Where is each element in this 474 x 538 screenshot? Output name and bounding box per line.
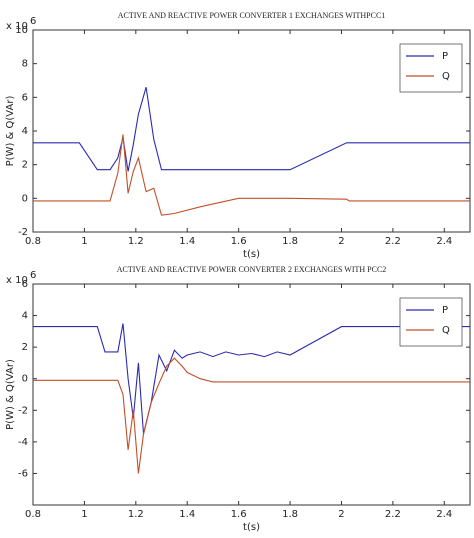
legend-label: P — [442, 305, 448, 316]
x-tick-label: 0.8 — [25, 236, 41, 247]
chart-title: ACTIVE AND REACTIVE POWER CONVERTER 2 EX… — [117, 265, 387, 274]
x-tick-label: 1.4 — [179, 509, 195, 520]
y-tick-label: 4 — [22, 311, 28, 322]
legend-box — [399, 43, 463, 93]
legend-box — [399, 297, 463, 347]
y-axis-label: P(W) & Q(VAr) — [5, 96, 16, 167]
series-line — [33, 357, 470, 474]
x-tick-label: 1.8 — [282, 236, 298, 247]
y-tick-label: 8 — [22, 59, 28, 70]
x-axis-label: t(s) — [243, 522, 260, 533]
y-tick-label: -2 — [18, 227, 28, 238]
x-tick-label: 1.8 — [282, 509, 298, 520]
series-line — [33, 134, 470, 216]
x-tick-label: 1 — [81, 236, 87, 247]
y-multiplier: x 10 — [6, 21, 28, 32]
legend-label: Q — [442, 71, 450, 82]
y-tick-label: 2 — [22, 342, 28, 353]
x-tick-label: 0.8 — [25, 509, 41, 520]
y-tick-label: 10 — [15, 25, 28, 36]
legend-label: P — [442, 51, 448, 62]
y-tick-label: 6 — [22, 279, 28, 290]
series-line — [33, 87, 470, 172]
y-multiplier-exponent: 6 — [30, 270, 36, 281]
x-tick-label: 1.4 — [179, 236, 195, 247]
x-tick-label: 1.6 — [231, 509, 247, 520]
x-tick-label: 2.2 — [385, 509, 401, 520]
y-multiplier: x 10 — [6, 275, 28, 286]
y-multiplier-exponent: 6 — [30, 16, 36, 27]
x-tick-label: 2 — [338, 509, 344, 520]
chart-title: ACTIVE AND REACTIVE POWER CONVERTER 1 EX… — [118, 11, 386, 20]
x-tick-label: 1.2 — [128, 509, 144, 520]
series-line — [33, 323, 470, 435]
y-tick-label: 6 — [22, 92, 28, 103]
x-axis-label: t(s) — [243, 249, 260, 260]
x-tick-label: 2.4 — [436, 509, 452, 520]
x-tick-label: 1 — [81, 509, 87, 520]
y-tick-label: -6 — [18, 468, 28, 479]
plot-frame — [32, 283, 471, 506]
legend-label: Q — [442, 325, 450, 336]
x-tick-label: 1.6 — [231, 236, 247, 247]
y-tick-label: -2 — [18, 405, 28, 416]
y-tick-label: 4 — [22, 126, 28, 137]
y-tick-label: 2 — [22, 160, 28, 171]
x-tick-label: 2 — [338, 236, 344, 247]
x-tick-label: 1.2 — [128, 236, 144, 247]
y-tick-label: -4 — [18, 437, 28, 448]
y-axis-label: P(W) & Q(VAr) — [5, 359, 16, 430]
y-tick-label: 0 — [22, 374, 28, 385]
x-tick-label: 2.4 — [436, 236, 452, 247]
x-tick-label: 2.2 — [385, 236, 401, 247]
y-tick-label: 0 — [22, 193, 28, 204]
